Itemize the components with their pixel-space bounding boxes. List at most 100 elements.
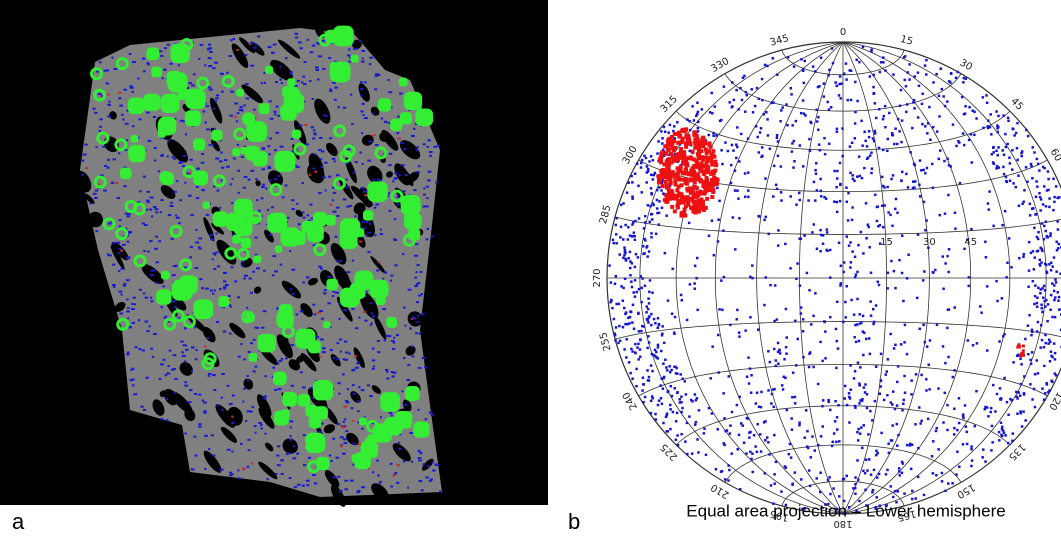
cluster-pole (669, 152, 673, 156)
pole (936, 130, 939, 133)
pole (1019, 395, 1022, 398)
pole (1012, 432, 1015, 435)
pole (765, 216, 768, 219)
pole (907, 186, 910, 189)
pole (873, 74, 876, 77)
pole (1006, 143, 1009, 146)
blue-point (322, 351, 326, 353)
pole (777, 362, 780, 365)
pole (851, 174, 854, 177)
pole (810, 323, 813, 326)
cluster-pole (706, 165, 710, 169)
blue-point (132, 322, 135, 324)
cluster-pole (714, 178, 718, 182)
blue-point (416, 271, 418, 273)
blue-point (390, 463, 393, 465)
blue-point (133, 393, 137, 395)
pole (893, 347, 896, 350)
pole (1023, 375, 1026, 378)
pole (910, 468, 913, 471)
pole (891, 225, 894, 228)
blue-point (399, 93, 403, 95)
pole (826, 101, 829, 104)
cluster-pole (694, 211, 698, 215)
pole (766, 118, 769, 121)
blue-point (359, 241, 363, 243)
pole (932, 440, 935, 443)
blue-point (150, 297, 152, 299)
pole (779, 352, 782, 355)
pole (891, 424, 894, 427)
green-patch (350, 55, 358, 63)
pole (647, 204, 650, 207)
blue-point (389, 153, 392, 155)
pole (921, 103, 924, 106)
pole (756, 451, 759, 454)
green-patch (305, 405, 317, 417)
pole (829, 316, 832, 319)
blue-point (289, 250, 291, 252)
blue-point (178, 317, 180, 319)
blue-point (323, 292, 326, 294)
pole (882, 56, 885, 59)
green-patch (378, 98, 391, 111)
pole (836, 340, 839, 343)
pole (756, 423, 759, 426)
pole (756, 136, 759, 139)
cluster-pole (694, 201, 698, 205)
cluster-pole (673, 132, 677, 136)
blue-point (376, 269, 379, 271)
pole (658, 324, 661, 327)
pole (963, 144, 966, 147)
pole (814, 70, 817, 73)
pole (1008, 237, 1011, 240)
pole (657, 317, 660, 320)
blue-point (139, 190, 142, 192)
pole (970, 228, 973, 231)
blue-point (226, 72, 228, 74)
pole (624, 323, 627, 326)
pole (927, 418, 930, 421)
pole (736, 404, 739, 407)
pole (1024, 338, 1027, 341)
pole (888, 112, 891, 115)
pole (849, 266, 852, 269)
blue-point (226, 166, 230, 168)
pole (788, 453, 791, 456)
blue-point (312, 397, 315, 399)
blue-point (153, 333, 157, 335)
pole (903, 341, 906, 344)
pole (736, 309, 739, 312)
blue-point (325, 190, 327, 192)
pole (846, 201, 849, 204)
blue-point (251, 462, 253, 464)
pole (1036, 359, 1039, 362)
pole (831, 47, 834, 50)
cluster-pole (1022, 344, 1025, 347)
blue-point (424, 366, 427, 368)
cluster-pole (693, 130, 697, 134)
blue-point (106, 69, 109, 71)
blue-point (229, 55, 233, 57)
pole (962, 443, 965, 446)
pole (886, 370, 889, 373)
pole (1004, 434, 1007, 437)
pole (1051, 356, 1054, 359)
blue-point (230, 39, 233, 41)
blue-point (380, 233, 384, 235)
pole (913, 107, 916, 110)
blue-point (185, 345, 187, 347)
pole (939, 149, 942, 152)
pole (857, 244, 860, 247)
blue-point (423, 194, 426, 196)
pole (902, 399, 905, 402)
pole (955, 473, 958, 476)
blue-point (155, 282, 157, 284)
pole (800, 112, 803, 115)
pole (627, 226, 630, 229)
pole (625, 311, 628, 314)
cluster-pole (709, 145, 713, 149)
pole (720, 279, 723, 282)
blue-point (201, 162, 204, 164)
blue-point (334, 99, 337, 101)
